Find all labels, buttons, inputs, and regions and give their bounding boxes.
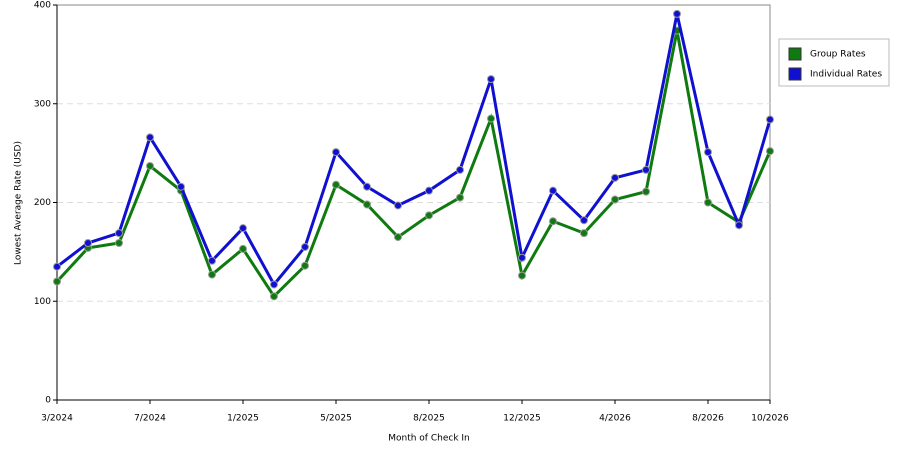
data-point (487, 75, 495, 84)
data-point (549, 217, 557, 226)
data-point (642, 187, 650, 196)
data-point (208, 270, 216, 279)
data-point (84, 238, 92, 247)
data-point (518, 271, 526, 280)
data-point (146, 161, 154, 170)
data-point (332, 148, 340, 157)
data-point (611, 173, 619, 182)
data-point (394, 201, 402, 210)
data-point (425, 211, 433, 220)
data-point (456, 165, 464, 174)
legend-label: Individual Rates (810, 70, 882, 80)
data-point (487, 114, 495, 123)
legend-swatch (788, 47, 802, 61)
x-tick-label: 7/2024 (134, 414, 166, 424)
data-point (704, 148, 712, 157)
data-point (177, 182, 185, 191)
data-point (611, 195, 619, 204)
data-point (456, 193, 464, 202)
legend-swatch (788, 67, 802, 81)
data-point (580, 216, 588, 225)
x-tick-label: 1/2025 (227, 414, 259, 424)
data-point (425, 186, 433, 195)
y-tick-label: 100 (34, 297, 51, 307)
data-point (766, 147, 774, 156)
data-point (239, 244, 247, 253)
data-point (270, 292, 278, 301)
y-tick-label: 300 (34, 99, 51, 109)
plot-frame (56, 4, 771, 401)
data-point (704, 198, 712, 207)
data-point (332, 180, 340, 189)
x-tick-label: 4/2026 (599, 414, 631, 424)
y-axis-label: Lowest Average Rate (USD) (14, 141, 24, 265)
data-point (301, 242, 309, 251)
data-point (766, 115, 774, 124)
x-tick-label: 3/2024 (41, 414, 73, 424)
data-point (115, 238, 123, 247)
data-point (518, 253, 526, 262)
data-point (673, 9, 681, 18)
x-tick-label: 10/2026 (751, 414, 789, 424)
data-point (363, 200, 371, 209)
x-tick-label: 8/2025 (413, 414, 445, 424)
y-tick-label: 200 (34, 198, 51, 208)
data-point (53, 277, 61, 286)
data-point (208, 256, 216, 265)
series-line (56, 13, 772, 288)
data-point (363, 182, 371, 191)
x-tick-label: 5/2025 (320, 414, 352, 424)
data-point (394, 233, 402, 242)
series-line (55, 30, 772, 299)
x-tick-label: 8/2026 (692, 414, 724, 424)
data-point (301, 261, 309, 270)
data-point (239, 224, 247, 233)
data-point (270, 280, 278, 289)
data-point (146, 133, 154, 142)
y-tick-label: 0 (45, 396, 51, 406)
data-point (735, 221, 743, 230)
data-point (115, 229, 123, 238)
x-axis-label: Month of Check In (388, 434, 470, 444)
data-point (549, 186, 557, 195)
data-point (642, 165, 650, 174)
legend-label: Group Rates (810, 50, 866, 60)
data-point (580, 229, 588, 238)
y-tick-label: 400 (34, 1, 51, 11)
x-tick-label: 12/2025 (503, 414, 540, 424)
data-point (53, 262, 61, 271)
